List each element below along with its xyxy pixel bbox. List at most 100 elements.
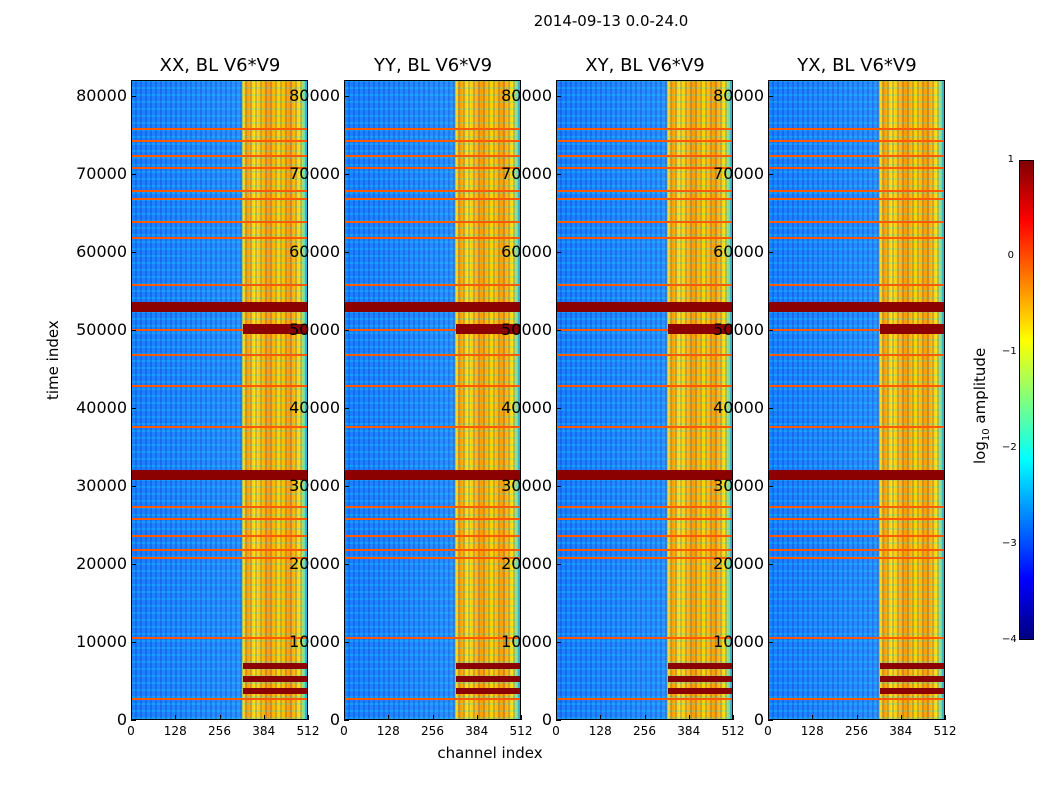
y-tick-mark xyxy=(344,407,349,409)
flagged-time-row xyxy=(769,221,944,224)
flagged-time-row xyxy=(557,354,732,357)
x-tick-mark xyxy=(476,715,478,720)
flagged-time-row xyxy=(132,190,307,193)
flagged-time-row xyxy=(557,697,732,700)
y-tick-label: 80000 xyxy=(501,85,552,105)
x-tick-label: 0 xyxy=(552,724,560,738)
flagged-time-row xyxy=(557,166,732,169)
heatmap-panel xyxy=(131,80,308,720)
y-tick-label: 40000 xyxy=(76,397,127,417)
x-tick-mark xyxy=(432,715,434,720)
y-tick-label: 80000 xyxy=(713,85,764,105)
y-tick-label: 80000 xyxy=(289,85,340,105)
x-tick-mark xyxy=(688,715,690,720)
y-tick-mark xyxy=(768,329,773,331)
y-axis-label: time index xyxy=(44,320,62,400)
strong-time-band xyxy=(243,324,307,335)
x-tick-mark xyxy=(175,715,177,720)
x-tick-mark xyxy=(856,715,858,720)
x-tick-mark xyxy=(219,715,221,720)
strong-time-band xyxy=(132,302,307,313)
y-tick-label: 50000 xyxy=(501,319,552,339)
y-tick-label: 50000 xyxy=(76,319,127,339)
flagged-time-row xyxy=(557,198,732,201)
y-tick-mark xyxy=(131,407,136,409)
panel-title: XX, BL V6*V9 xyxy=(159,55,281,76)
y-tick-label: 30000 xyxy=(713,475,764,495)
flagged-time-row xyxy=(769,166,944,169)
y-tick-label: 20000 xyxy=(289,553,340,573)
y-tick-mark xyxy=(556,95,561,97)
y-tick-label: 70000 xyxy=(501,163,552,183)
flagged-time-row xyxy=(345,198,520,201)
x-tick-label: 384 xyxy=(252,724,276,738)
y-tick-label: 50000 xyxy=(289,319,340,339)
flagged-time-row xyxy=(132,198,307,201)
flagged-time-row xyxy=(557,237,732,240)
x-tick-mark xyxy=(768,715,769,720)
strong-time-band xyxy=(243,675,307,682)
strong-time-band xyxy=(668,663,732,670)
flagged-time-row xyxy=(345,354,520,357)
y-tick-mark xyxy=(556,720,561,721)
y-tick-mark xyxy=(344,641,349,643)
strong-time-band xyxy=(769,470,944,481)
flagged-time-row xyxy=(132,518,307,521)
flagged-time-row xyxy=(132,166,307,169)
panel-title: XY, BL V6*V9 xyxy=(585,55,705,76)
flagged-time-row xyxy=(557,221,732,224)
y-tick-label: 50000 xyxy=(713,319,764,339)
flagged-time-row xyxy=(132,425,307,428)
y-tick-label: 60000 xyxy=(501,241,552,261)
x-tick-label: 512 xyxy=(509,724,533,738)
y-tick-mark xyxy=(768,641,773,643)
flagged-time-row xyxy=(345,237,520,240)
y-tick-label: 70000 xyxy=(713,163,764,183)
panel-title: YY, BL V6*V9 xyxy=(373,55,493,76)
y-tick-mark xyxy=(131,485,136,487)
x-tick-mark xyxy=(644,715,646,720)
y-tick-mark xyxy=(556,173,561,175)
flagged-time-row xyxy=(132,221,307,224)
flagged-time-row xyxy=(557,155,732,158)
y-tick-mark xyxy=(344,173,349,175)
y-tick-label: 30000 xyxy=(501,475,552,495)
y-tick-mark xyxy=(344,563,349,565)
x-tick-label: 384 xyxy=(677,724,701,738)
flagged-time-row xyxy=(769,139,944,142)
flagged-time-row xyxy=(769,518,944,521)
flagged-time-row xyxy=(557,127,732,130)
heatmap-panel xyxy=(556,80,733,720)
y-tick-label: 20000 xyxy=(76,553,127,573)
colorbar-tick-label: −4 xyxy=(1002,634,1017,645)
x-tick-label: 384 xyxy=(465,724,489,738)
flagged-time-row xyxy=(345,557,520,560)
flagged-time-row xyxy=(132,385,307,388)
flagged-time-row xyxy=(769,190,944,193)
flagged-time-row xyxy=(345,385,520,388)
x-tick-mark xyxy=(900,715,902,720)
strong-time-band xyxy=(769,302,944,313)
flagged-time-row xyxy=(132,354,307,357)
y-tick-label: 10000 xyxy=(76,631,127,651)
x-tick-mark xyxy=(131,715,132,720)
flagged-time-row xyxy=(132,636,307,639)
x-tick-label: 512 xyxy=(721,724,745,738)
y-tick-label: 30000 xyxy=(76,475,127,495)
flagged-time-row xyxy=(557,506,732,509)
x-tick-mark xyxy=(556,715,557,720)
strong-time-band xyxy=(880,675,944,682)
strong-time-band xyxy=(243,688,307,695)
y-tick-mark xyxy=(344,720,349,721)
y-tick-label: 60000 xyxy=(713,241,764,261)
y-tick-label: 30000 xyxy=(289,475,340,495)
flagged-time-row xyxy=(769,385,944,388)
flagged-time-row xyxy=(132,557,307,560)
x-tick-label: 256 xyxy=(421,724,444,738)
flagged-time-row xyxy=(345,221,520,224)
figure-suptitle: 2014-09-13 0.0-24.0 xyxy=(533,12,689,30)
strong-time-band xyxy=(456,663,520,670)
strong-time-band xyxy=(668,675,732,682)
flagged-time-row xyxy=(132,506,307,509)
strong-time-band xyxy=(880,663,944,670)
